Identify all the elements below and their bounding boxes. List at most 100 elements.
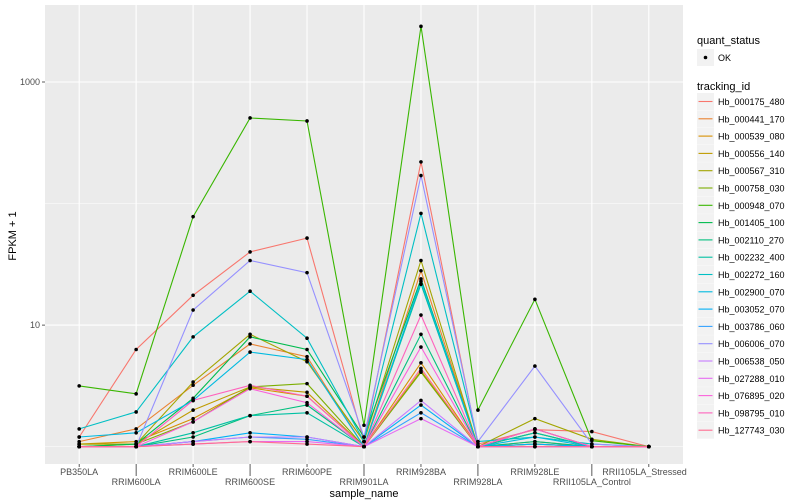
data-point — [134, 410, 138, 414]
data-point — [533, 297, 537, 302]
y-tick-labels: 10 1000 — [20, 77, 45, 330]
legend-label-Hb_006006_070: Hb_006006_070 — [718, 339, 785, 349]
data-point — [134, 431, 138, 435]
data-point — [362, 423, 366, 428]
data-point — [77, 384, 81, 388]
legend-label-Hb_002900_070: Hb_002900_070 — [718, 287, 785, 297]
legend-title-quant-status: quant_status — [697, 35, 760, 47]
data-point — [419, 282, 423, 287]
data-point — [533, 431, 537, 435]
data-point — [77, 435, 81, 439]
data-point — [419, 403, 423, 407]
data-point — [419, 416, 423, 421]
legend-label-Hb_000758_030: Hb_000758_030 — [718, 184, 785, 194]
legend-label-Hb_000539_080: Hb_000539_080 — [718, 132, 785, 142]
legend-label-Hb_098795_010: Hb_098795_010 — [718, 408, 785, 418]
legend-label-Hb_002272_160: Hb_002272_160 — [718, 270, 785, 280]
data-point — [419, 398, 423, 403]
data-point — [305, 336, 309, 341]
data-point — [419, 279, 423, 283]
data-point — [248, 413, 252, 418]
legend-title-tracking-id: tracking_id — [697, 81, 750, 93]
data-point — [191, 435, 195, 439]
data-point — [305, 410, 309, 415]
y-tick-label: 1000 — [20, 77, 40, 87]
legend: quant_status OK tracking_id Hb_000175_48… — [697, 35, 785, 439]
data-point — [533, 427, 537, 431]
data-point — [248, 431, 252, 435]
data-point — [248, 439, 252, 444]
x-tick-label: RRIM600LE — [169, 467, 218, 477]
legend-label-Hb_001405_100: Hb_001405_100 — [718, 218, 785, 228]
point-icon — [703, 55, 708, 60]
data-point — [248, 342, 252, 346]
legend-label-Hb_076895_020: Hb_076895_020 — [718, 391, 785, 401]
data-point — [476, 439, 480, 444]
data-point — [533, 444, 537, 449]
data-point — [191, 380, 195, 384]
data-point — [419, 370, 423, 374]
legend-label-Hb_000567_310: Hb_000567_310 — [718, 166, 785, 176]
data-point — [305, 442, 309, 446]
data-point — [134, 442, 138, 446]
y-axis-title: FPKM + 1 — [7, 211, 19, 260]
data-point — [305, 236, 309, 240]
data-point — [191, 308, 195, 312]
data-point — [590, 438, 594, 443]
data-point — [248, 332, 252, 337]
data-point — [305, 357, 309, 362]
data-point — [248, 350, 252, 354]
x-tick-labels: PB350LA RRIM600LA RRIM600LE RRIM600SE RRIM60… — [60, 464, 687, 487]
x-tick-label: RRIM928LE — [510, 467, 559, 477]
data-point — [305, 400, 309, 405]
x-tick-label: RRIM600LA — [112, 477, 161, 487]
data-point — [191, 293, 195, 298]
x-tick-label: RRIM600PE — [282, 467, 332, 477]
gridlines — [45, 5, 683, 464]
data-point — [248, 383, 252, 388]
legend-label-Hb_002232_400: Hb_002232_400 — [718, 253, 785, 263]
data-point — [305, 354, 309, 359]
data-point — [77, 444, 81, 449]
data-point — [305, 381, 309, 386]
data-point — [248, 289, 252, 294]
data-point — [419, 258, 423, 263]
data-point — [419, 173, 423, 178]
data-point — [248, 250, 252, 254]
data-point — [362, 435, 366, 439]
data-point — [419, 24, 423, 29]
x-tick-label: RRIM600SE — [225, 477, 275, 487]
data-point — [305, 119, 309, 123]
legend-label-ok: OK — [718, 53, 731, 63]
data-point — [248, 116, 252, 120]
data-point — [191, 335, 195, 339]
data-point — [476, 408, 480, 412]
data-point — [419, 366, 423, 371]
data-point — [134, 347, 138, 352]
data-point — [305, 390, 309, 395]
data-point — [419, 345, 423, 349]
data-point — [191, 416, 195, 421]
data-point — [419, 160, 423, 164]
legend-label-Hb_000175_480: Hb_000175_480 — [718, 97, 785, 107]
data-point — [134, 444, 138, 449]
data-point — [305, 347, 309, 352]
data-point — [590, 444, 594, 449]
x-tick-label: PB350LA — [60, 467, 98, 477]
data-point — [533, 364, 537, 368]
y-tick-label: 10 — [30, 320, 40, 330]
data-point — [191, 214, 195, 219]
data-point — [191, 408, 195, 412]
data-point — [419, 268, 423, 273]
data-point — [419, 211, 423, 216]
legend-label-Hb_127743_030: Hb_127743_030 — [718, 426, 785, 436]
legend-label-Hb_003786_060: Hb_003786_060 — [718, 322, 785, 332]
data-point — [77, 442, 81, 446]
data-point — [419, 410, 423, 415]
legend-label-Hb_002110_270: Hb_002110_270 — [718, 235, 784, 245]
data-point — [134, 427, 138, 431]
data-points — [77, 24, 651, 449]
data-point — [647, 444, 651, 449]
x-tick-label: RRIM901LA — [339, 477, 388, 487]
